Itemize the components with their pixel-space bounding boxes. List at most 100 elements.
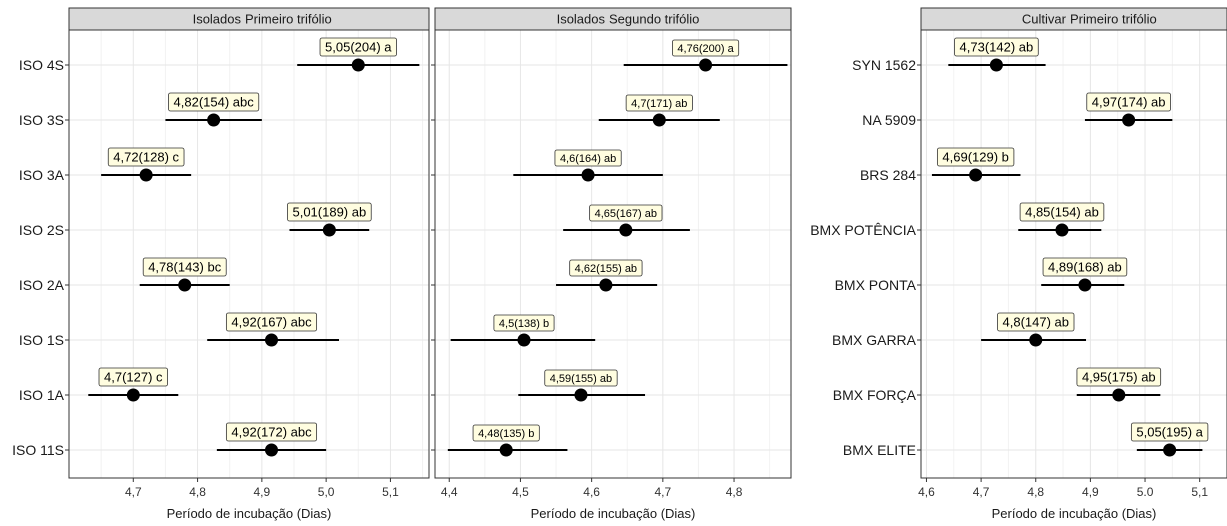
data-label-text: 5,05(195) a bbox=[1136, 425, 1203, 440]
data-label: 4,73(142) ab bbox=[954, 37, 1039, 57]
panel-3: Cultivar Primeiro trifólio SYN 1562 NA 5909… bbox=[810, 7, 1227, 521]
data-label-box bbox=[98, 367, 168, 387]
data-label: 4,85(154) ab bbox=[1019, 202, 1105, 222]
data-label-text: 4,59(155) ab bbox=[550, 373, 612, 385]
category-label: BMX FORÇA bbox=[833, 387, 917, 403]
plot-background bbox=[435, 30, 791, 478]
x-tick-label: 4,4 bbox=[441, 485, 458, 499]
data-label: 4,92(172) abc bbox=[225, 422, 318, 442]
data-label-text: 4,72(128) c bbox=[113, 150, 179, 165]
data-point bbox=[517, 333, 531, 347]
data-label-box bbox=[954, 37, 1039, 57]
x-tick-label: 4,8 bbox=[726, 485, 743, 499]
data-label-text: 4,82(154) abc bbox=[174, 95, 255, 110]
data-point bbox=[207, 113, 221, 127]
data-label-box bbox=[1086, 92, 1171, 112]
plot-border bbox=[920, 29, 1227, 479]
data-point bbox=[1029, 333, 1043, 347]
x-tick-label: 4,6 bbox=[583, 485, 600, 499]
category-label: ISO 2S bbox=[19, 222, 64, 238]
data-point bbox=[126, 388, 140, 402]
data-label-text: 4,7(171) ab bbox=[631, 98, 687, 110]
data-label-text: 4,92(172) abc bbox=[231, 425, 312, 440]
data-point bbox=[139, 168, 153, 182]
strip-left-label: Isolados bbox=[557, 12, 606, 27]
data-label-box bbox=[142, 257, 227, 277]
x-tick-label: 5,1 bbox=[382, 485, 399, 499]
data-point bbox=[322, 223, 336, 237]
data-label-text: 4,73(142) ab bbox=[960, 40, 1034, 55]
data-label: 4,82(154) abc bbox=[168, 92, 260, 112]
x-axis-title: Período de incubação (Dias) bbox=[167, 506, 332, 521]
data-label-box bbox=[997, 312, 1075, 332]
data-label-box bbox=[493, 314, 555, 332]
data-point bbox=[1078, 278, 1092, 292]
x-tick-label: 4,8 bbox=[1027, 485, 1044, 499]
data-label-box bbox=[554, 149, 622, 167]
category-label: ISO 3S bbox=[19, 112, 64, 128]
strip-left-label: Cultivar bbox=[1022, 12, 1067, 27]
data-label-box bbox=[1019, 202, 1105, 222]
data-point bbox=[989, 58, 1003, 72]
data-label-text: 5,01(189) ab bbox=[292, 205, 366, 220]
data-point bbox=[1055, 223, 1069, 237]
x-tick-label: 4,9 bbox=[1082, 485, 1099, 499]
data-label: 4,7(127) c bbox=[98, 367, 168, 387]
data-label-box bbox=[107, 147, 185, 167]
data-label-text: 4,89(168) ab bbox=[1048, 260, 1122, 275]
data-label-box bbox=[472, 424, 540, 442]
category-label: NA 5909 bbox=[862, 112, 916, 128]
category-label: SYN 1562 bbox=[852, 57, 916, 73]
data-label-text: 4,65(167) ab bbox=[595, 208, 657, 220]
data-label: 4,8(147) ab bbox=[997, 312, 1075, 332]
data-point bbox=[699, 58, 713, 72]
category-label: ISO 2A bbox=[19, 277, 65, 293]
data-label: 4,62(155) ab bbox=[569, 259, 643, 277]
data-label: 4,72(128) c bbox=[107, 147, 185, 167]
data-label-box bbox=[168, 92, 260, 112]
data-label-box bbox=[672, 39, 740, 57]
x-tick-label: 4,5 bbox=[512, 485, 529, 499]
data-point bbox=[1122, 113, 1136, 127]
data-label-box bbox=[287, 202, 372, 222]
data-label-box bbox=[319, 37, 397, 57]
data-label: 5,05(204) a bbox=[319, 37, 397, 57]
panel-1: Isolados Primeiro trifólio ISO 4S ISO 3S ISO… bbox=[12, 7, 430, 521]
category-label: BMX PONTA bbox=[835, 277, 917, 293]
data-point bbox=[178, 278, 192, 292]
data-label-text: 4,76(200) a bbox=[677, 43, 734, 55]
data-point bbox=[581, 168, 595, 182]
data-label-text: 4,48(135) b bbox=[478, 428, 534, 440]
data-label-box bbox=[544, 369, 618, 387]
strip-right-label: Primeiro trifólio bbox=[245, 12, 332, 27]
category-label: ISO 1S bbox=[19, 332, 64, 348]
data-point bbox=[652, 113, 666, 127]
data-label: 4,65(167) ab bbox=[589, 204, 663, 222]
data-label: 5,01(189) ab bbox=[287, 202, 372, 222]
x-tick-label: 4,7 bbox=[125, 485, 142, 499]
data-label-text: 4,8(147) ab bbox=[1003, 315, 1070, 330]
data-point bbox=[351, 58, 365, 72]
data-label-box bbox=[225, 422, 318, 442]
strip-left-label: Isolados bbox=[193, 12, 242, 27]
plot-background bbox=[921, 30, 1227, 478]
data-point bbox=[969, 168, 983, 182]
data-label: 4,95(175) ab bbox=[1076, 367, 1162, 387]
x-axis-title: Período de incubação (Dias) bbox=[992, 506, 1157, 521]
data-label-text: 4,69(129) b bbox=[942, 150, 1009, 165]
data-point bbox=[574, 388, 588, 402]
data-label: 4,76(200) a bbox=[672, 39, 740, 57]
data-label-text: 4,7(127) c bbox=[104, 370, 163, 385]
data-label-text: 4,95(175) ab bbox=[1082, 370, 1156, 385]
data-label-text: 4,78(143) bc bbox=[148, 260, 221, 275]
data-label-text: 4,5(138) b bbox=[499, 318, 549, 330]
data-label-text: 4,92(167) abc bbox=[231, 315, 312, 330]
category-label: ISO 1A bbox=[19, 387, 65, 403]
x-tick-label: 4,7 bbox=[654, 485, 671, 499]
data-point bbox=[265, 333, 278, 347]
category-label: BMX POTÊNCIA bbox=[810, 222, 916, 238]
category-label: BRS 284 bbox=[860, 167, 916, 183]
data-label-text: 4,62(155) ab bbox=[575, 263, 637, 275]
